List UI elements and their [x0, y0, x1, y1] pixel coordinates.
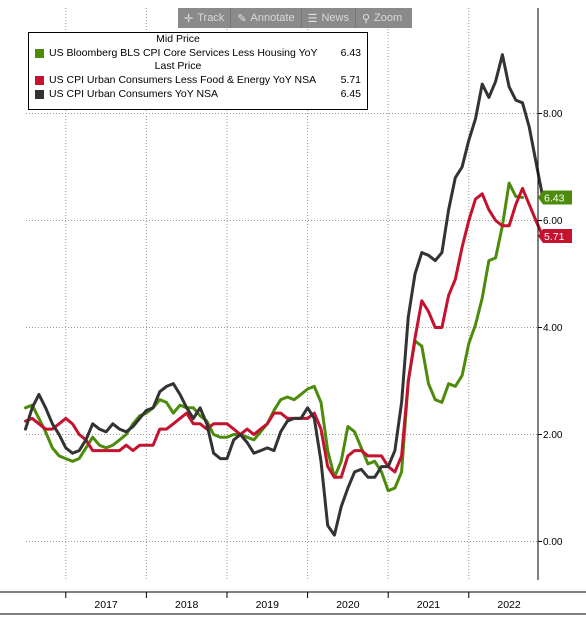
- x-tick-label: 2022: [497, 599, 521, 611]
- legend-item: US CPI Urban Consumers YoY NSA 6.45: [29, 87, 367, 101]
- legend-last-header: Last Price: [154, 60, 202, 72]
- crosshair-icon: ✛: [184, 12, 194, 25]
- chart-series: [24, 53, 545, 537]
- news-icon: ☰: [307, 12, 318, 25]
- last-value-tag-text: 5.71: [544, 231, 565, 243]
- chart-grid: [26, 8, 538, 580]
- legend-swatch: [35, 89, 44, 99]
- legend-item-value: 6.45: [340, 88, 361, 100]
- news-button[interactable]: ☰ News: [302, 8, 356, 28]
- chart-legend: Mid Price US Bloomberg BLS CPI Core Serv…: [28, 32, 368, 110]
- last-value-tag: 6.43: [538, 190, 572, 205]
- x-tick-label: 2017: [94, 599, 118, 611]
- y-tick-label: 6.00: [543, 216, 563, 227]
- series-line: [24, 181, 524, 493]
- y-tick-label: 8.00: [543, 109, 563, 120]
- legend-mid-header: Mid Price: [156, 33, 200, 45]
- y-tick-label: 4.00: [543, 323, 563, 334]
- y-tick-label: 0.00: [543, 537, 563, 548]
- last-value-tag-bg: [538, 190, 572, 205]
- x-tick-label: 2020: [336, 599, 360, 611]
- x-tick-label: 2018: [175, 599, 199, 611]
- x-tick-label: 2019: [256, 599, 280, 611]
- legend-swatch: [35, 48, 44, 58]
- last-value-tag-bg: [538, 229, 572, 244]
- legend-item-value: 6.43: [340, 47, 361, 59]
- legend-item-name: US Bloomberg BLS CPI Core Services Less …: [49, 47, 318, 59]
- magnifier-icon: ⚲: [361, 12, 371, 25]
- annotate-button[interactable]: ✎ Annotate: [231, 8, 302, 28]
- last-value-tag: 5.71: [538, 229, 572, 244]
- legend-item-name: US CPI Urban Consumers YoY NSA: [49, 88, 219, 100]
- y-tick-label: 2.00: [543, 430, 563, 441]
- last-value-tag-text: 6.43: [544, 192, 565, 204]
- legend-item-value: 5.71: [340, 74, 361, 86]
- zoom-button[interactable]: ⚲ Zoom: [361, 12, 403, 25]
- legend-item: US Bloomberg BLS CPI Core Services Less …: [29, 46, 367, 60]
- series-line: [24, 186, 545, 479]
- pencil-icon: ✎: [237, 12, 247, 25]
- chart-toolbar: ✛ Track ✎ Annotate ☰ News ⚲ Zoom: [178, 8, 412, 28]
- chart-axes: 0.00 2.00 4.00 6.00 8.00 2017 2018 2019 2020 2021…: [0, 8, 586, 615]
- series-line: [24, 53, 545, 537]
- track-button[interactable]: ✛ Track: [178, 8, 232, 28]
- x-tick-label: 2021: [417, 599, 441, 611]
- legend-swatch: [35, 75, 44, 85]
- last-value-tags: 6.43 5.71: [538, 190, 572, 244]
- legend-item: US CPI Urban Consumers Less Food & Energ…: [29, 73, 367, 87]
- legend-item-name: US CPI Urban Consumers Less Food & Energ…: [49, 74, 317, 86]
